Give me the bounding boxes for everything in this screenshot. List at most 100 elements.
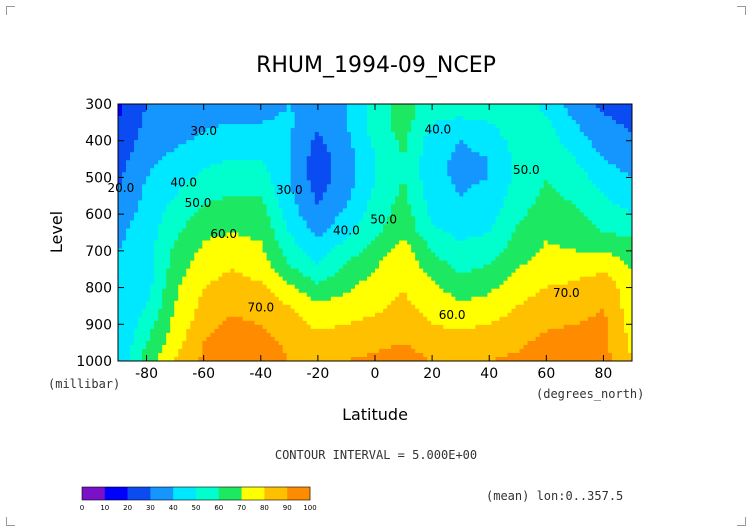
contour-cell (603, 188, 609, 193)
contour-cell (254, 172, 260, 177)
contour-cell (134, 212, 139, 218)
contour-cell (214, 112, 219, 117)
contour-cell (266, 116, 272, 121)
contour-cell (278, 176, 284, 181)
contour-cell (439, 248, 444, 254)
contour-cell (475, 236, 481, 242)
contour-cell (306, 132, 312, 137)
contour-cell (599, 252, 605, 258)
contour-cell (459, 144, 464, 149)
contour-cell (174, 244, 179, 250)
contour-cell (379, 200, 384, 205)
contour-cell (186, 140, 191, 145)
contour-cell (246, 144, 252, 149)
contour-cell (246, 248, 252, 254)
contour-cell (447, 140, 452, 145)
contour-cell (230, 148, 236, 153)
contour-cell (479, 140, 485, 145)
contour-cell (362, 216, 368, 222)
contour-cell (455, 112, 460, 117)
contour-cell (182, 256, 187, 262)
contour-cell (266, 132, 272, 137)
contour-cell (575, 196, 581, 201)
contour-cell (346, 220, 352, 226)
contour-cell (354, 244, 360, 250)
contour-cell (375, 236, 380, 242)
contour-cell (439, 208, 444, 214)
contour-cell (154, 184, 159, 189)
contour-cell (415, 104, 420, 109)
contour-cell (186, 240, 191, 246)
contour-cell (194, 136, 199, 141)
contour-cell (431, 152, 436, 157)
contour-cell (395, 248, 400, 254)
contour-cell (623, 124, 629, 129)
contour-cell (282, 148, 288, 153)
contour-cell (302, 144, 308, 149)
contour-cell (451, 192, 456, 197)
contour-cell (226, 228, 232, 234)
contour-cell (118, 104, 123, 109)
contour-cell (507, 180, 513, 185)
contour-cell (122, 124, 127, 129)
contour-cell (202, 152, 207, 157)
contour-cell (475, 196, 481, 201)
contour-cell (302, 140, 308, 145)
contour-cell (531, 156, 537, 161)
contour-cell (507, 200, 513, 205)
contour-cell (459, 176, 464, 181)
contour-cell (543, 160, 549, 165)
contour-cell (318, 136, 324, 141)
contour-cell (366, 140, 372, 145)
contour-cell (583, 256, 589, 262)
contour-cell (399, 224, 404, 230)
contour-cell (571, 180, 577, 185)
contour-cell (182, 176, 187, 181)
contour-cell (467, 236, 472, 242)
contour-cell (142, 212, 147, 218)
contour-cell (407, 132, 412, 137)
contour-cell (306, 188, 312, 193)
contour-cell (375, 256, 380, 262)
contour-cell (615, 168, 621, 173)
contour-cell (162, 216, 167, 222)
contour-cell (595, 184, 601, 189)
contour-cell (423, 252, 428, 258)
contour-cell (346, 132, 352, 137)
page-corner-top-left (6, 6, 15, 15)
contour-cell (515, 120, 521, 125)
contour-cell (563, 236, 569, 242)
contour-cell (547, 192, 553, 197)
contour-cell (142, 152, 147, 157)
contour-cell (170, 144, 175, 149)
contour-cell (186, 192, 191, 197)
contour-cell (158, 228, 163, 234)
contour-cell (447, 156, 452, 161)
contour-cell (302, 192, 308, 197)
contour-cell (234, 212, 240, 218)
contour-cell (519, 148, 525, 153)
contour-cell (407, 172, 412, 177)
contour-cell (483, 124, 489, 129)
contour-cell (375, 216, 380, 222)
contour-cell (595, 148, 601, 153)
contour-cell (555, 104, 561, 109)
contour-cell (198, 196, 203, 201)
contour-cell (138, 124, 143, 129)
contour-cell (118, 144, 123, 149)
contour-cell (571, 256, 577, 262)
contour-cell (118, 112, 123, 117)
contour-cell (214, 256, 219, 262)
contour-cell (334, 216, 340, 222)
contour-cell (523, 188, 529, 193)
contour-cell (222, 200, 228, 205)
contour-cell (310, 200, 316, 205)
contour-cell (619, 116, 625, 121)
contour-cell (326, 148, 332, 153)
contour-cell (515, 232, 521, 238)
contour-cell (318, 240, 324, 246)
contour-cell (463, 200, 468, 205)
contour-cell (338, 148, 344, 153)
contour-cell (619, 208, 625, 214)
contour-cell (170, 252, 175, 258)
